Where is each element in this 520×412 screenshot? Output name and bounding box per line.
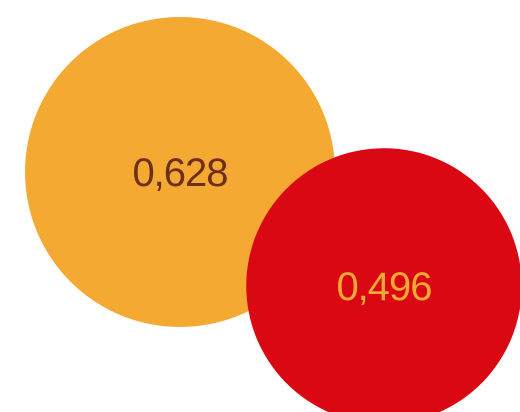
bubble-label-1: 0,628 [132,151,227,195]
bubble-label-2: 0,496 [336,265,431,309]
bubble-2 [246,148,520,412]
bubble-group: 0,628 0,496 [25,17,520,412]
